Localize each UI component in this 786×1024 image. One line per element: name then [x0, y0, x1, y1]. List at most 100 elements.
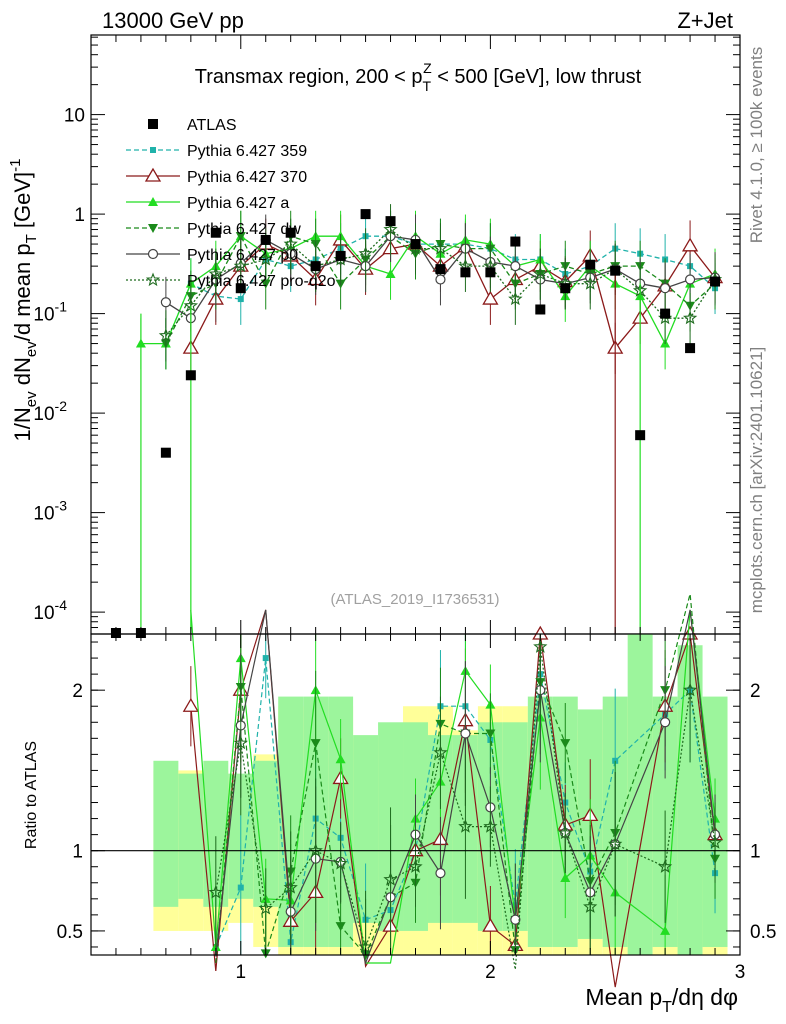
main-panel: ATLAS Pythia 6.427 359 Pythia 6.427 370 Pyt… — [33, 34, 741, 638]
ratio-point — [208, 884, 223, 899]
ratio-point — [408, 859, 423, 873]
data-point — [510, 236, 521, 247]
ratio-band-inner — [153, 760, 179, 907]
series-point — [160, 297, 171, 308]
series-point — [237, 296, 244, 303]
ratio-tick-label: 2 — [72, 681, 83, 702]
data-point — [310, 261, 321, 272]
data-point — [635, 430, 646, 441]
legend: ATLAS Pythia 6.427 359 Pythia 6.427 370 Pyt… — [126, 117, 336, 290]
ratio-point — [707, 835, 723, 849]
data-point — [560, 283, 571, 294]
ratio-point — [182, 697, 199, 712]
ratio-point — [233, 735, 248, 750]
ratio-point — [283, 880, 298, 894]
ratio-point — [460, 728, 471, 739]
series-point — [158, 328, 174, 342]
legend-label: Pythia 6.427 370 — [187, 169, 307, 186]
ratio-point — [258, 901, 273, 915]
legend-marker — [148, 224, 158, 233]
ratio-tick-label: 1 — [72, 842, 83, 863]
y-tick-label: 10-4 — [33, 597, 67, 624]
ratio-panel: 1 2 30.5 0.51 12 2 — [57, 593, 776, 988]
legend-marker — [147, 248, 159, 260]
ratio-point — [308, 843, 323, 857]
data-point — [685, 343, 696, 354]
data-point — [210, 227, 221, 238]
ratio-point — [335, 922, 346, 932]
series-point — [660, 283, 671, 294]
ratio-point — [560, 872, 571, 882]
data-point — [335, 250, 346, 261]
ratio-point — [660, 925, 671, 935]
legend-label: Pythia 6.427 a — [187, 195, 289, 212]
ratio-point — [682, 682, 698, 697]
y-tick-label: 10-1 — [33, 299, 67, 326]
process-label: Z+Jet — [677, 8, 733, 33]
ratio-point — [608, 836, 623, 851]
ratio-point — [262, 655, 269, 662]
series-point — [433, 241, 448, 255]
data-point — [235, 283, 246, 294]
data-point — [535, 304, 546, 315]
data-point — [660, 308, 671, 319]
series-point — [508, 291, 523, 306]
ratio-point — [335, 754, 346, 764]
data-point — [185, 370, 196, 381]
ratio-point — [660, 717, 671, 728]
y-tick-label: 10-3 — [33, 498, 67, 525]
series-point — [385, 269, 396, 279]
ratio-band-inner — [178, 773, 204, 899]
legend-label: ATLAS — [187, 117, 237, 134]
y-tick-label: 1 — [74, 205, 85, 226]
series-point — [583, 276, 598, 290]
series-point — [258, 252, 273, 266]
energy-label: 13000 GeV pp — [102, 8, 244, 33]
ratio-point — [510, 914, 521, 925]
series-line-1 — [190, 238, 716, 350]
data-point — [610, 265, 621, 276]
series-point — [482, 290, 499, 305]
data-point — [160, 447, 171, 458]
ratio-tick-label-right: 2 — [750, 681, 761, 702]
ratio-point — [583, 899, 598, 913]
series-point — [682, 310, 698, 325]
ratio-point — [435, 868, 446, 879]
data-point — [710, 276, 721, 287]
legend-label: Pythia 6.427 pro-q2o — [187, 273, 336, 290]
legend-marker — [148, 119, 158, 129]
legend-marker — [145, 272, 161, 287]
series-point — [358, 246, 373, 260]
ratio-point — [482, 917, 499, 932]
data-point — [410, 239, 421, 250]
ratio-point — [657, 859, 673, 873]
data-point — [435, 264, 446, 275]
x-tick-label: 3 — [735, 962, 746, 983]
series-point — [233, 258, 248, 273]
data-point — [460, 267, 471, 278]
data-point — [585, 259, 596, 270]
ratio-point — [533, 639, 548, 653]
legend-marker — [148, 197, 158, 206]
ratio-tick-label: 0.5 — [57, 922, 83, 943]
legend-marker — [150, 147, 156, 153]
ratio-point — [558, 825, 573, 840]
ratio-point — [310, 739, 321, 749]
watermark: (ATLAS_2019_I1736531) — [330, 591, 499, 608]
series-point — [383, 222, 398, 236]
ratio-point — [333, 855, 348, 870]
ratio-point — [485, 729, 496, 739]
rivet-label: Rivet 4.1.0, ≥ 100k events — [747, 47, 766, 243]
x-axis-label: Mean pT/dη dφ — [585, 984, 738, 1016]
data-point — [260, 234, 271, 245]
data-point — [360, 209, 371, 220]
legend-marker — [144, 167, 162, 182]
ratio-point — [483, 819, 498, 833]
ratio-band-inner — [627, 634, 653, 955]
series-point — [235, 232, 246, 242]
series-line-2 — [140, 235, 716, 346]
ratio-tick-label-right: 0.5 — [750, 922, 776, 943]
series-point — [510, 261, 521, 272]
legend-label: Pythia 6.427 p0 — [187, 247, 298, 264]
